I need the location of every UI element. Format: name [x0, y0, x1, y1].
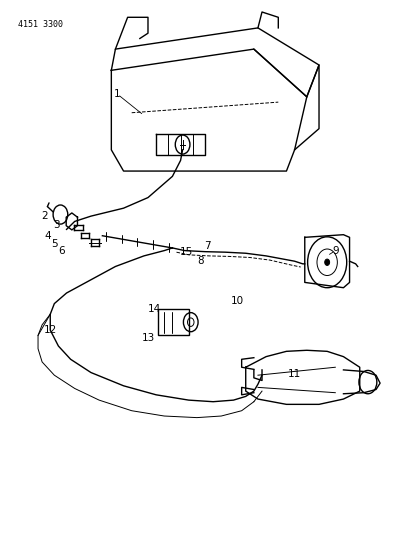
- Text: 11: 11: [287, 369, 301, 378]
- Text: 5: 5: [51, 239, 58, 249]
- Text: 13: 13: [141, 333, 154, 343]
- Text: 4: 4: [45, 231, 52, 241]
- Text: 9: 9: [331, 246, 338, 256]
- Text: 6: 6: [58, 246, 65, 256]
- Text: 7: 7: [203, 241, 210, 252]
- Text: 8: 8: [197, 256, 204, 266]
- Circle shape: [324, 259, 329, 265]
- Text: 2: 2: [41, 211, 47, 221]
- Text: 14: 14: [147, 304, 160, 314]
- Text: 15: 15: [180, 247, 193, 257]
- Text: 1: 1: [114, 89, 121, 99]
- Text: 10: 10: [230, 296, 243, 306]
- Text: 4151 3300: 4151 3300: [18, 20, 63, 29]
- Text: 12: 12: [43, 325, 57, 335]
- Text: 3: 3: [53, 220, 60, 230]
- Bar: [158, 309, 188, 335]
